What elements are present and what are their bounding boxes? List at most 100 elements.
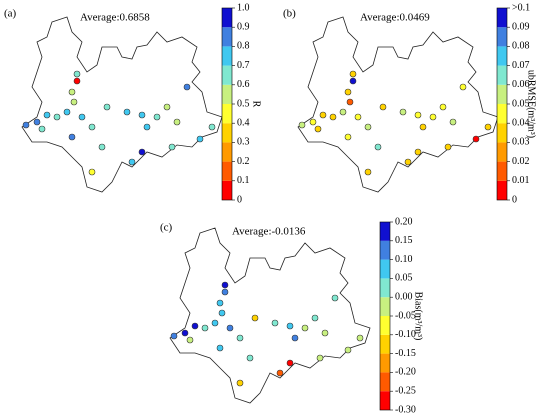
station <box>196 135 204 143</box>
station <box>344 88 352 96</box>
station <box>271 319 279 327</box>
colorbar-segment <box>497 161 507 181</box>
station <box>472 135 480 143</box>
station <box>314 125 322 133</box>
station <box>311 314 319 322</box>
colorbar-tick-label: 0.1 <box>237 175 250 186</box>
station <box>354 113 362 121</box>
station <box>251 314 259 322</box>
panel-label: (c) <box>160 222 173 234</box>
colorbar-segment <box>222 161 232 181</box>
colorbar-tick-label: -0.05 <box>395 310 416 321</box>
colorbar-tick-label: 0.9 <box>237 21 250 32</box>
colorbar-tick-label: 0.5 <box>237 98 250 109</box>
colorbar-tick-label: 0.04 <box>512 117 530 128</box>
station <box>123 108 131 116</box>
station <box>78 113 86 121</box>
colorbar-tick-label: 0.02 <box>512 156 530 167</box>
station <box>246 354 254 362</box>
colorbar-tick-label: -0.10 <box>395 329 416 340</box>
station <box>208 123 216 131</box>
colorbar-segment <box>380 278 390 298</box>
station <box>70 98 78 106</box>
colorbar-tick-label: -0.15 <box>395 348 416 359</box>
station <box>356 334 364 342</box>
station <box>211 319 219 327</box>
colorbar-segment <box>497 46 507 66</box>
average-label: Average:0.6858 <box>80 12 150 24</box>
station <box>88 123 96 131</box>
panel-label: (b) <box>283 8 296 20</box>
colorbar-tick-label: -0.30 <box>395 404 416 415</box>
station <box>379 103 387 111</box>
colorbar-tick-label: >0.1 <box>512 2 530 13</box>
station <box>183 83 191 91</box>
station <box>484 123 492 131</box>
colorbar-segment <box>222 104 232 124</box>
colorbar-segment <box>380 391 390 410</box>
colorbar-tick-label: 0.05 <box>395 273 413 284</box>
station <box>236 379 244 387</box>
colorbar-tick-label: 0.7 <box>237 60 250 71</box>
station <box>329 113 337 121</box>
colorbar-segment <box>380 334 390 354</box>
station <box>321 329 329 337</box>
station <box>218 309 226 317</box>
average-label: Average:-0.0136 <box>232 226 306 238</box>
station <box>364 123 372 131</box>
station <box>439 103 447 111</box>
station <box>191 322 199 330</box>
colorbar-segment <box>222 65 232 85</box>
colorbar-tick-label: 0 <box>512 194 517 205</box>
station <box>22 121 30 129</box>
station <box>404 158 412 166</box>
station <box>349 77 357 85</box>
station <box>339 108 347 116</box>
station <box>301 324 309 332</box>
colorbar-tick-label: 0.6 <box>237 79 250 90</box>
colorbar-tick-label: 0.8 <box>237 41 250 52</box>
colorbar-segment <box>497 65 507 85</box>
station <box>414 148 422 156</box>
station <box>429 113 437 121</box>
colorbar-tick-label: -0.20 <box>395 367 416 378</box>
station <box>276 369 284 377</box>
station <box>163 103 171 111</box>
colorbar-tick-label: 0.07 <box>512 60 530 71</box>
colorbar-tick-label: 0.09 <box>512 21 530 32</box>
panel-label: (a) <box>4 8 17 20</box>
region-outline <box>21 16 223 193</box>
station <box>68 88 76 96</box>
region-outline <box>169 227 371 404</box>
station <box>33 118 41 126</box>
colorbar-tick-label: 0.08 <box>512 41 530 52</box>
colorbar-tick-label: 0.10 <box>395 254 413 265</box>
station <box>374 143 382 151</box>
colorbar-segment <box>222 84 232 104</box>
colorbar-tick-label: 1.0 <box>237 2 250 13</box>
station <box>346 98 354 106</box>
station <box>459 83 467 91</box>
station <box>181 329 189 337</box>
station <box>98 143 106 151</box>
station <box>291 334 299 342</box>
colorbar-tick-label: 0.3 <box>237 137 250 148</box>
colorbar-tick-label: 0.20 <box>395 216 413 227</box>
station <box>143 123 151 131</box>
station <box>286 322 294 330</box>
colorbar-segment <box>380 316 390 335</box>
colorbar-segment <box>222 8 232 28</box>
average-label: Average:0.0469 <box>360 12 430 24</box>
map-panel: (c) Average:-0.0136 -0.30 -0.25 -0.20 -0.15 -0… <box>160 216 424 415</box>
colorbar-segment <box>380 372 390 392</box>
station <box>53 113 61 121</box>
station <box>286 359 294 367</box>
station <box>316 354 324 362</box>
station <box>201 324 209 332</box>
station <box>298 121 306 129</box>
station <box>331 294 339 302</box>
station <box>138 148 146 156</box>
colorbar-segment <box>497 123 507 143</box>
colorbar-segment <box>222 27 232 47</box>
